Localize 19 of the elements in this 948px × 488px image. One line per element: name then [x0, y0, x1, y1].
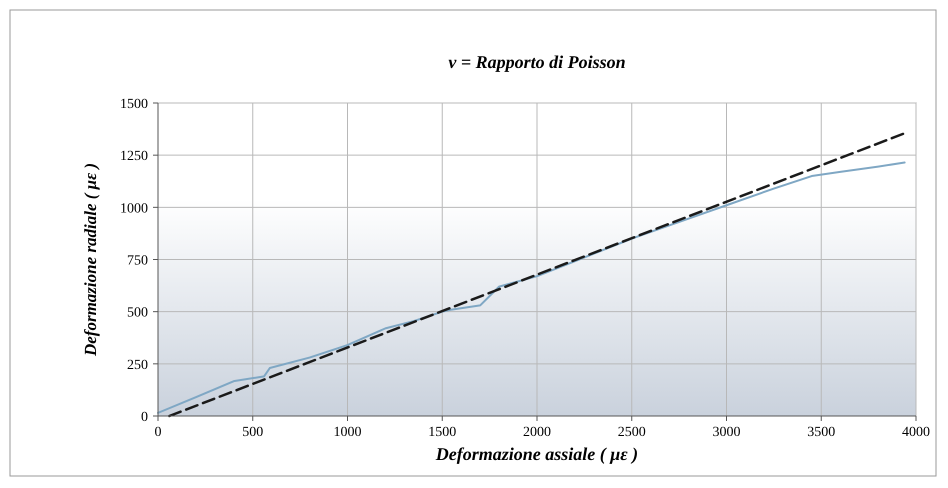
x-tick-label: 2500 [618, 425, 646, 440]
chart-title: ν = Rapporto di Poisson [448, 52, 626, 72]
x-tick-label: 2000 [523, 425, 551, 440]
y-tick-label: 1250 [120, 149, 148, 164]
x-tick-label: 1500 [428, 425, 456, 440]
y-axis-title: Deformazione radiale ( με ) [81, 162, 100, 358]
x-tick-label: 1000 [334, 425, 362, 440]
x-tick-label: 500 [242, 425, 264, 440]
y-tick-label: 0 [141, 410, 148, 425]
y-tick-label: 750 [127, 254, 148, 268]
x-tick-label: 4000 [902, 425, 930, 440]
x-tick-label: 3500 [807, 425, 836, 440]
x-tick-label: 3000 [712, 425, 740, 440]
x-axis-title: Deformazione assiale ( με ) [434, 444, 638, 464]
y-tick-label: 1000 [120, 201, 148, 216]
y-tick-label: 250 [127, 358, 148, 373]
y-tick-label: 500 [127, 306, 148, 321]
y-tick-label: 1500 [120, 97, 148, 112]
x-tick-label: 0 [154, 425, 162, 440]
